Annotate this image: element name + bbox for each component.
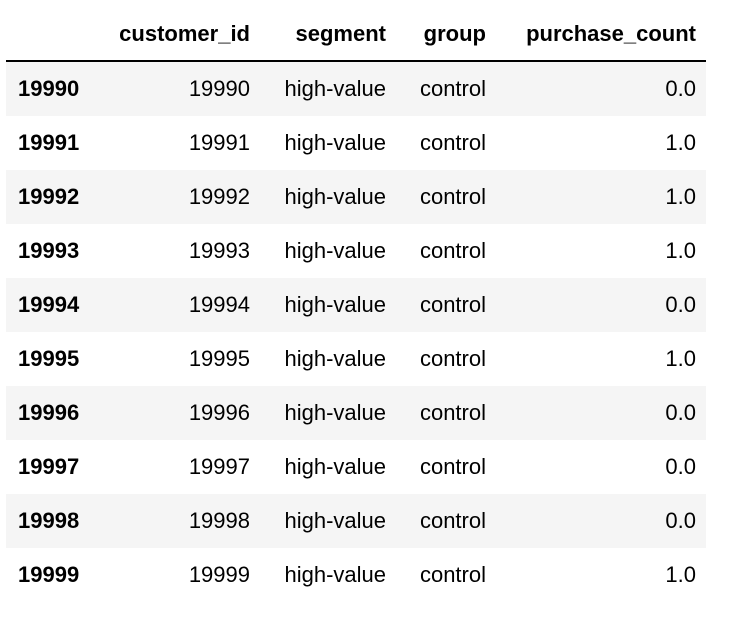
cell-purchase-count: 1.0 [665, 184, 696, 209]
cell-customer-id: 19996 [188, 400, 250, 425]
cell-group: control [419, 292, 486, 317]
cell-customer-id: 19993 [188, 238, 250, 263]
cell-group: control [419, 346, 486, 371]
cell-segment: high-value [284, 346, 386, 371]
cell-customer-id: 19998 [188, 508, 250, 533]
table-row: 19993 19993 high-value control 1.0 [6, 224, 706, 278]
cell-group: control [419, 508, 486, 533]
cell-customer-id: 19997 [188, 454, 250, 479]
cell-group: control [419, 238, 486, 263]
table-row: 19995 19995 high-value control 1.0 [6, 332, 706, 386]
cell-segment: high-value [284, 238, 386, 263]
cell-customer-id: 19995 [188, 346, 250, 371]
cell-purchase-count: 1.0 [665, 346, 696, 371]
cell-segment: high-value [284, 508, 386, 533]
cell-segment: high-value [284, 184, 386, 209]
row-index: 19996 [18, 400, 80, 425]
cell-segment: high-value [284, 292, 386, 317]
row-index: 19995 [18, 346, 80, 371]
dataframe-table: customer_id segment group purchase_count… [6, 8, 706, 602]
table-row: 19990 19990 high-value control 0.0 [6, 61, 706, 116]
cell-customer-id: 19994 [188, 292, 250, 317]
row-index: 19993 [18, 238, 80, 263]
cell-segment: high-value [284, 130, 386, 155]
column-header-segment: segment [260, 8, 396, 62]
cell-group: control [419, 400, 486, 425]
cell-purchase-count: 0.0 [665, 292, 696, 317]
row-index: 19992 [18, 184, 80, 209]
cell-purchase-count: 0.0 [665, 400, 696, 425]
table-body: 19990 19990 high-value control 0.0 19991 19991… [6, 61, 706, 602]
cell-purchase-count: 0.0 [665, 508, 696, 533]
cell-customer-id: 19999 [188, 562, 250, 587]
cell-segment: high-value [284, 400, 386, 425]
cell-customer-id: 19990 [188, 76, 250, 101]
cell-group: control [419, 184, 486, 209]
cell-purchase-count: 0.0 [665, 454, 696, 479]
row-index: 19990 [18, 76, 80, 101]
cell-purchase-count: 0.0 [665, 76, 696, 101]
table-row: 19996 19996 high-value control 0.0 [6, 386, 706, 440]
column-header-purchase-count: purchase_count [496, 8, 706, 62]
cell-customer-id: 19991 [188, 130, 250, 155]
cell-group: control [419, 130, 486, 155]
row-index: 19999 [18, 562, 80, 587]
cell-segment: high-value [284, 76, 386, 101]
table-header: customer_id segment group purchase_count [6, 8, 706, 62]
header-row: customer_id segment group purchase_count [6, 8, 706, 62]
cell-group: control [419, 454, 486, 479]
cell-customer-id: 19992 [188, 184, 250, 209]
table-row: 19999 19999 high-value control 1.0 [6, 548, 706, 602]
table-row: 19991 19991 high-value control 1.0 [6, 116, 706, 170]
cell-purchase-count: 1.0 [665, 562, 696, 587]
cell-purchase-count: 1.0 [665, 238, 696, 263]
cell-segment: high-value [284, 562, 386, 587]
column-header-customer-id: customer_id [102, 8, 260, 62]
cell-group: control [419, 562, 486, 587]
row-index: 19994 [18, 292, 80, 317]
cell-group: control [419, 76, 486, 101]
table-row: 19992 19992 high-value control 1.0 [6, 170, 706, 224]
index-header [6, 8, 102, 62]
row-index: 19998 [18, 508, 80, 533]
table-row: 19994 19994 high-value control 0.0 [6, 278, 706, 332]
row-index: 19997 [18, 454, 80, 479]
column-header-group: group [396, 8, 496, 62]
cell-segment: high-value [284, 454, 386, 479]
table-row: 19997 19997 high-value control 0.0 [6, 440, 706, 494]
row-index: 19991 [18, 130, 80, 155]
table-row: 19998 19998 high-value control 0.0 [6, 494, 706, 548]
cell-purchase-count: 1.0 [665, 130, 696, 155]
